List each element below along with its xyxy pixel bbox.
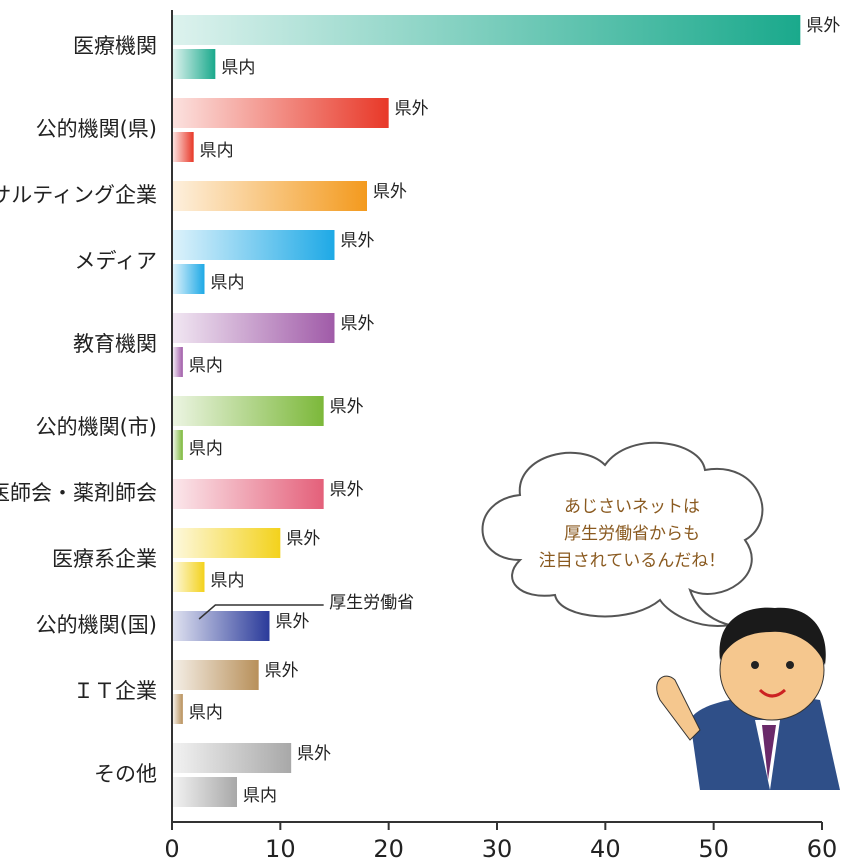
bar-label: 県内 (221, 58, 255, 78)
bar-label: 県外 (341, 314, 375, 334)
bar (173, 562, 205, 592)
bar (173, 743, 292, 773)
bar-label: 県内 (211, 273, 245, 293)
bar (173, 694, 183, 724)
category-label: コンサルティング企業 (0, 183, 157, 207)
bar (173, 777, 237, 807)
character (656, 607, 840, 790)
bar-label: 県内 (243, 786, 277, 806)
bar-label: 県外 (806, 16, 840, 36)
x-tick-label: 50 (698, 835, 729, 863)
annotation: 厚生労働省 (329, 593, 414, 613)
bar-label: 県外 (330, 480, 364, 500)
bar-label: 県外 (286, 529, 320, 549)
bubble-text: 厚生労働省からも (564, 524, 700, 544)
bar (173, 479, 324, 509)
speech-bubble (481, 441, 764, 627)
category-label: 医師会・薬剤師会 (0, 481, 157, 505)
bar (173, 15, 801, 45)
bar-label: 県外 (297, 744, 331, 764)
bar-label: 県外 (276, 612, 310, 632)
bar-label: 県外 (395, 99, 429, 119)
x-tick-label: 40 (590, 835, 621, 863)
bar-label: 県外 (265, 661, 299, 681)
bar-label: 県内 (189, 439, 223, 459)
bar (173, 611, 270, 641)
bar (173, 660, 259, 690)
bar (173, 396, 324, 426)
x-tick-label: 0 (164, 835, 179, 863)
bar (173, 430, 183, 460)
category-label: 公的機関(国) (36, 613, 157, 637)
bar (173, 528, 281, 558)
category-label: 医療機関 (73, 34, 157, 58)
annotation-line (198, 604, 324, 620)
bar (173, 313, 335, 343)
category-label: 公的機関(市) (36, 415, 157, 439)
bar-label: 県外 (330, 397, 364, 417)
bar-label: 県内 (211, 571, 245, 591)
x-tick-label: 10 (265, 835, 296, 863)
x-tick-label: 30 (482, 835, 513, 863)
bar (173, 132, 194, 162)
category-label: メディア (74, 249, 157, 273)
x-tick-label: 20 (373, 835, 404, 863)
bar-label: 県外 (341, 231, 375, 251)
bar (173, 49, 216, 79)
bubble-text: 注目されているんだね！ (539, 551, 726, 571)
bar (173, 230, 335, 260)
category-label: ＩＴ企業 (73, 679, 157, 703)
category-label: 医療系企業 (52, 547, 157, 571)
bar-label: 県内 (189, 703, 223, 723)
bar (173, 264, 205, 294)
bar-label: 県外 (373, 182, 407, 202)
bar-label: 県内 (200, 141, 234, 161)
bubble-text: あじさいネットは (564, 497, 700, 517)
bar (173, 98, 389, 128)
bar (173, 347, 183, 377)
bar-label: 県内 (189, 356, 223, 376)
bar (173, 181, 367, 211)
x-tick-label: 60 (807, 835, 838, 863)
category-label: 公的機関(県) (36, 117, 157, 141)
category-label: その他 (94, 762, 157, 786)
category-label: 教育機関 (73, 332, 157, 356)
